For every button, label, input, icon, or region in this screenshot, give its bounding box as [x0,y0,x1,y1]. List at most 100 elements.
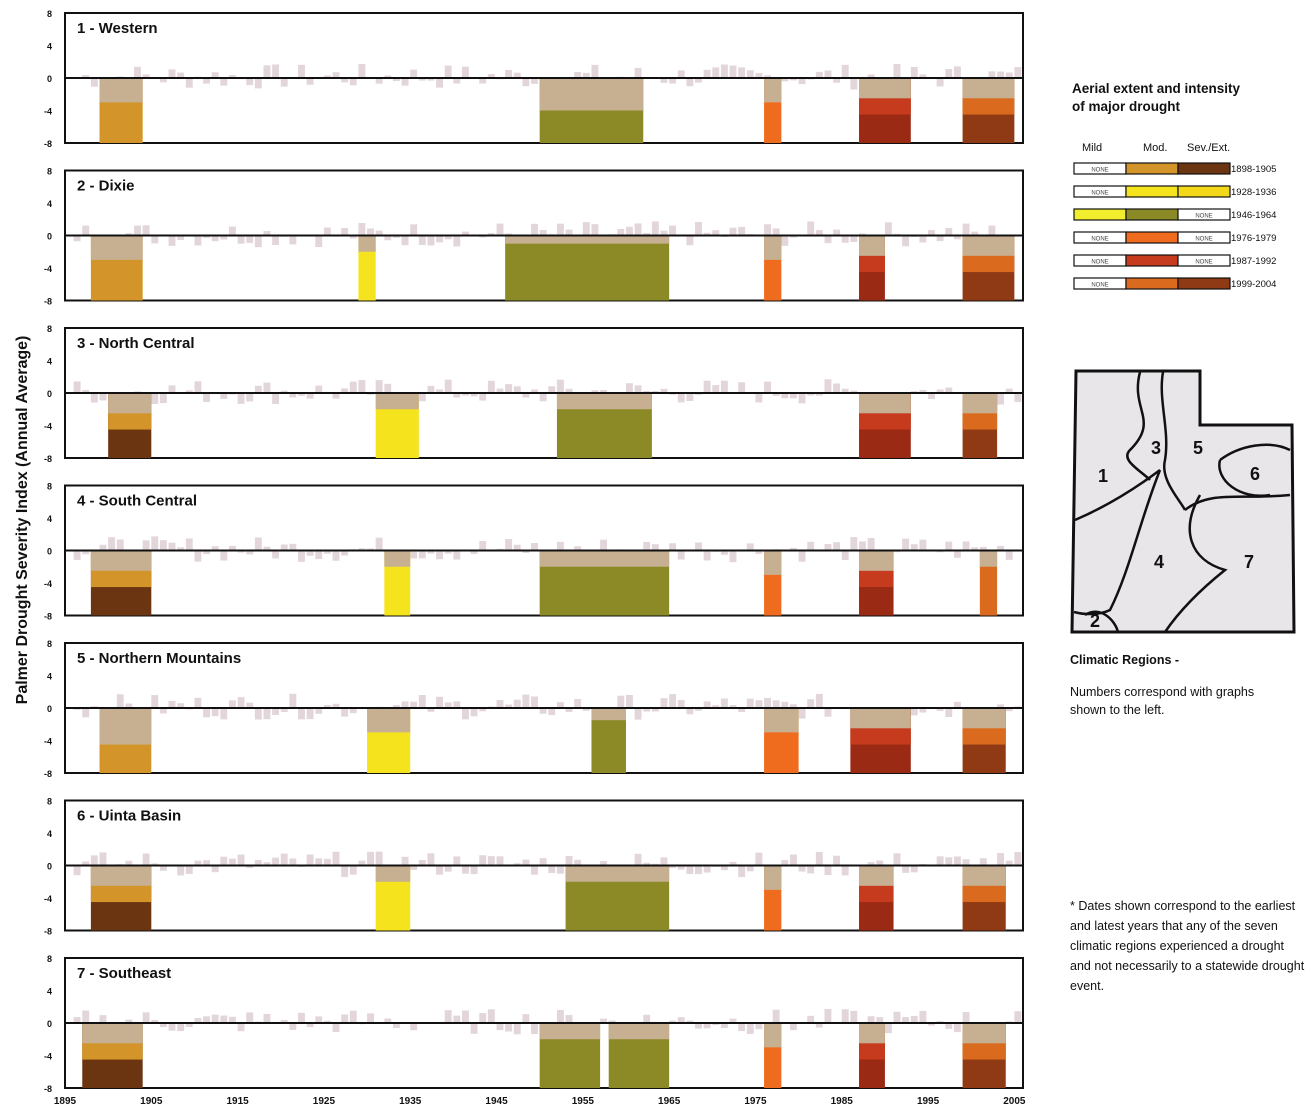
background-bar [643,390,651,393]
background-bar [945,387,953,393]
drought-mild-1987-1992 [859,393,911,414]
background-bar [556,702,564,708]
y-tick-label: -4 [44,264,52,274]
background-bar [876,1017,884,1023]
y-tick-label: 0 [47,704,52,714]
drought-mild-1946-1964 [539,1023,601,1040]
background-bar [306,78,314,85]
y-tick-label: 8 [47,167,52,177]
drought-mild-1898-1905 [108,393,152,414]
y-tick-label: -4 [44,579,52,589]
panels-group: 8 4 0 -4 -8 1 - Western 8 4 0 -4 -8 2 - Dixie 8 4 0 -4 -… [44,9,1024,1094]
background-bar [444,65,452,78]
background-bar [496,1023,504,1031]
background-bar [99,1015,107,1023]
background-bar [453,235,461,247]
background-bar [755,550,763,554]
background-bar [703,550,711,561]
background-bar [427,550,435,554]
background-bar [919,74,927,78]
background-bar [159,540,167,551]
background-bar [677,865,685,870]
background-bar [418,550,426,559]
background-bar [531,78,538,84]
background-bar [548,386,556,393]
background-bar [505,539,513,551]
background-bar [203,235,210,238]
background-bar [401,701,409,708]
background-bar [436,550,444,560]
drought-mild-1946-1964 [539,550,670,567]
background-bar [246,550,254,555]
background-bar [1005,72,1013,78]
background-bar [807,865,815,874]
panel-title: 7 - Southeast [77,965,171,982]
drought-mild-1898-1905 [90,550,152,571]
x-tick-label: 1955 [572,1096,595,1107]
background-bar [677,699,685,708]
background-bar [470,865,478,875]
background-bar [643,233,651,236]
background-bar [289,393,297,398]
background-bar [997,704,1005,708]
panel-7: 8 4 0 -4 -8 7 - Southeast [44,954,1024,1094]
legend-swatches: NONE 1898-1905 NONE 1928-1936 NONE 1946-1964 N… [1073,162,1276,290]
background-bar [824,865,832,876]
background-bar [772,393,780,396]
background-bar [945,857,953,866]
legend-period-label: 1946-1964 [1231,210,1276,221]
background-bar [410,550,418,559]
background-bar [841,388,849,393]
background-bar [349,381,357,393]
background-bar [194,550,202,562]
background-bar [418,235,426,246]
background-bar [600,861,608,866]
background-bar [936,78,944,87]
background-bar [729,1018,737,1023]
background-bar [695,221,702,236]
background-bar [99,544,107,551]
background-bar [850,537,858,551]
background-bar [902,1017,910,1023]
background-bar [367,228,374,236]
background-bar [185,538,193,551]
background-bar [254,78,262,89]
background-bar [367,548,374,551]
background-bar [815,71,823,78]
y-tick-label: 4 [47,357,52,367]
background-bar [168,542,176,551]
climatic-regions-map [1070,369,1296,634]
background-bar [600,1018,608,1023]
background-bar [669,543,677,551]
background-bar [436,78,444,88]
background-bar [789,704,797,708]
drought-mild-1928-1936 [384,550,411,567]
background-bar [272,393,280,404]
background-bar [1014,67,1022,78]
background-bar [470,1023,478,1034]
background-bar [531,223,538,236]
background-bar [73,235,81,242]
x-tick-label: 1895 [54,1096,77,1107]
background-bar [272,857,280,866]
background-bar [643,862,651,866]
background-bar [246,235,254,243]
background-bar [315,858,323,866]
background-bar [893,853,901,866]
background-bar [979,546,987,551]
background-bar [90,78,98,87]
legend-swatch [1125,162,1179,175]
background-bar [522,393,530,398]
drought-mild-1987-1992 [859,78,911,99]
background-bar [815,693,823,708]
background-bar [298,1012,305,1023]
drought-mild-1999-2004 [962,708,1006,729]
background-bar [237,854,245,866]
background-bar [237,550,245,553]
background-bar [142,225,150,236]
background-bar [798,865,806,872]
background-bar [824,70,832,78]
background-bar [824,1008,832,1023]
background-bar [720,380,728,393]
legend-swatch [1177,208,1231,221]
